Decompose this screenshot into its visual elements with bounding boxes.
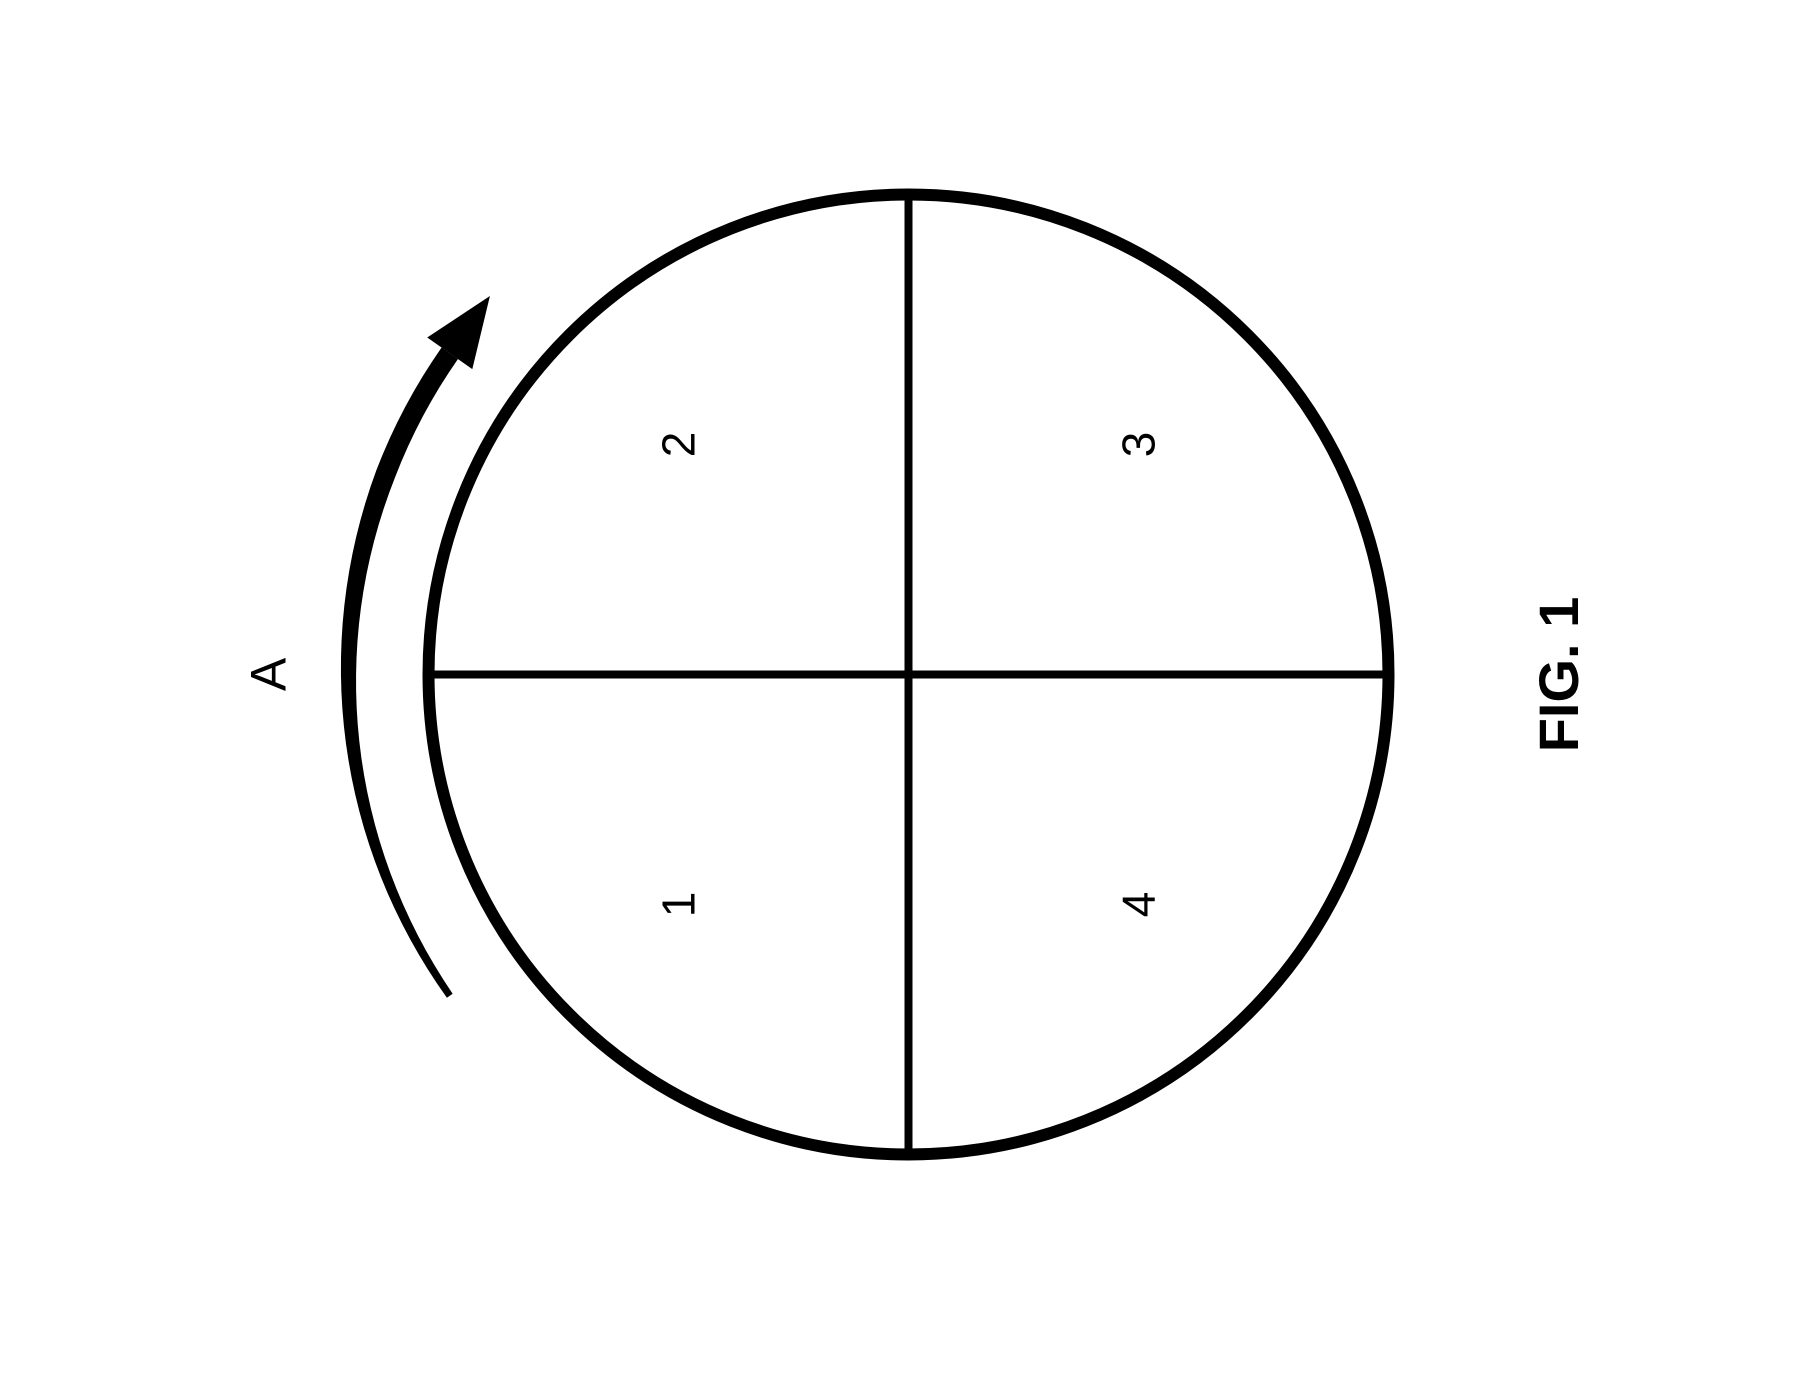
quadrant-label-q1: 1 [653,891,705,917]
quadrant-label-q3: 3 [1113,431,1165,457]
figure-rotated-group: 1 2 3 4 A FIG. 1 [241,194,1591,1154]
figure-container: 1 2 3 4 A FIG. 1 [0,0,1817,1396]
figure-caption: FIG. 1 [1527,596,1590,752]
rotation-arrow-label: A [241,657,297,691]
figure-svg: 1 2 3 4 A FIG. 1 [0,0,1817,1391]
quadrant-label-q2: 2 [653,431,705,457]
quadrant-label-q4: 4 [1113,891,1165,917]
